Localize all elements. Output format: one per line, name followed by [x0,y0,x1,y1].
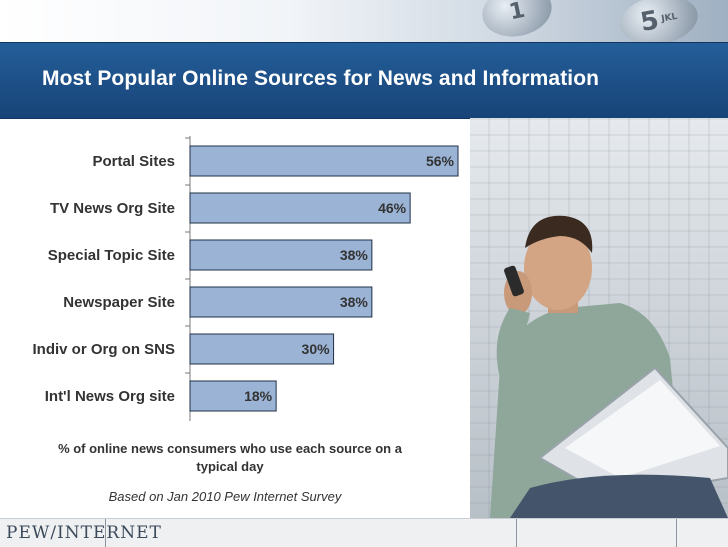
footer-bar: PEW/INTERNET [0,518,728,547]
source-note: Based on Jan 2010 Pew Internet Survey [108,489,342,504]
footer-divider [105,519,106,547]
category-label: Portal Sites [92,153,175,170]
bar [189,333,335,365]
footer-divider [676,519,677,547]
bar [189,286,373,318]
data-label: 38% [340,294,369,310]
phone-key-1-label: 1 [506,0,528,25]
data-label: 46% [378,200,407,216]
bar [189,145,459,177]
phone-key-5: 5 JKL [616,0,702,42]
data-label: 30% [302,341,331,357]
category-label: Indiv or Org on SNS [32,341,175,358]
slide-title: Most Popular Online Sources for News and… [42,67,600,90]
bar-chart: Portal Sites 56% TV News Org Site 46% Specia… [32,136,459,421]
pew-internet-logo: PEW/INTERNET [6,523,162,543]
category-label: Int'l News Org site [45,388,175,405]
phone-key-1: 1 [477,0,557,42]
man-with-laptop-illustration [490,215,728,518]
man-with-laptop-photo [470,118,728,518]
phone-key-5-label: 5 [638,5,662,38]
chart-caption: % of online news consumers who use each … [58,441,402,474]
bar [189,239,373,271]
category-label: TV News Org Site [50,200,175,217]
bar [189,380,277,412]
data-label: 56% [426,153,455,169]
data-label: 38% [340,247,369,263]
data-label: 18% [244,388,273,404]
category-label: Special Topic Site [48,247,175,264]
footer-divider [516,519,517,547]
phone-key-5-sublabel: JKL [660,11,679,25]
bar [189,192,411,224]
title-bar: Most Popular Online Sources for News and… [0,42,728,119]
category-label: Newspaper Site [63,294,175,311]
header-photo-strip: 1 5 JKL [0,0,728,42]
